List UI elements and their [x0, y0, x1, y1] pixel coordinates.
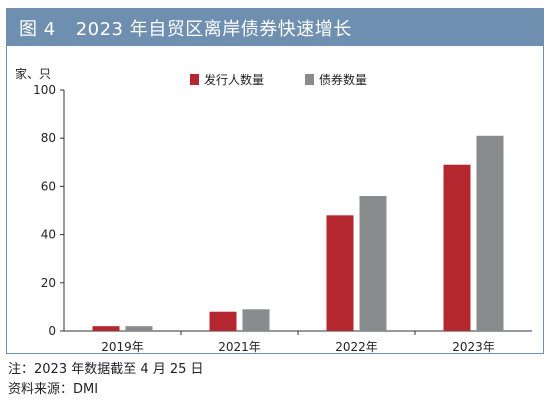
y-tick-label: 20 [41, 276, 56, 290]
bar-bonds-2 [242, 309, 270, 331]
bar-bonds-1 [125, 326, 153, 331]
chart-notes: 注：2023 年数据截至 4 月 25 日 资料来源：DMI [8, 360, 204, 400]
bar-chart: 家、只 发行人数量 债券数量 0 20 40 60 80 100 2019年 2021年 2022年 2… [15, 66, 532, 353]
source-note: 资料来源：DMI [8, 382, 99, 397]
y-tick-label: 0 [48, 324, 56, 338]
y-axis-label: 家、只 [15, 66, 51, 81]
y-tick-label: 60 [41, 179, 56, 193]
bar-issuers-2 [209, 311, 237, 331]
x-tick-label: 2022年 [335, 340, 378, 353]
legend-label-2: 债券数量 [319, 72, 367, 87]
chart-figure: 图 4 2023 年自贸区离岸债券快速增长 家、只 发行人数量 债券数量 0 20 40 6… [6, 8, 544, 354]
x-tick-label: 2023年 [452, 340, 495, 353]
figure-label: 图 4 [19, 18, 56, 40]
legend-swatch-1 [190, 74, 199, 85]
data-note: 注：2023 年数据截至 4 月 25 日 [8, 362, 204, 377]
bar-issuers-4 [443, 164, 471, 331]
x-tick-label: 2019年 [101, 340, 144, 353]
y-tick-label: 80 [41, 131, 56, 145]
figure-title: 2023 年自贸区离岸债券快速增长 [75, 18, 352, 40]
bar-issuers-3 [326, 215, 354, 331]
legend-swatch-2 [305, 74, 314, 85]
bar-bonds-4 [476, 135, 504, 331]
bar-bonds-3 [359, 196, 387, 331]
bar-issuers-1 [92, 326, 120, 331]
figure-title-bar: 图 4 2023 年自贸区离岸债券快速增长 [7, 9, 543, 46]
y-tick-label: 40 [41, 228, 56, 242]
x-tick-label: 2021年 [218, 340, 261, 353]
legend-label-1: 发行人数量 [204, 72, 264, 87]
y-tick-label: 100 [33, 83, 56, 97]
